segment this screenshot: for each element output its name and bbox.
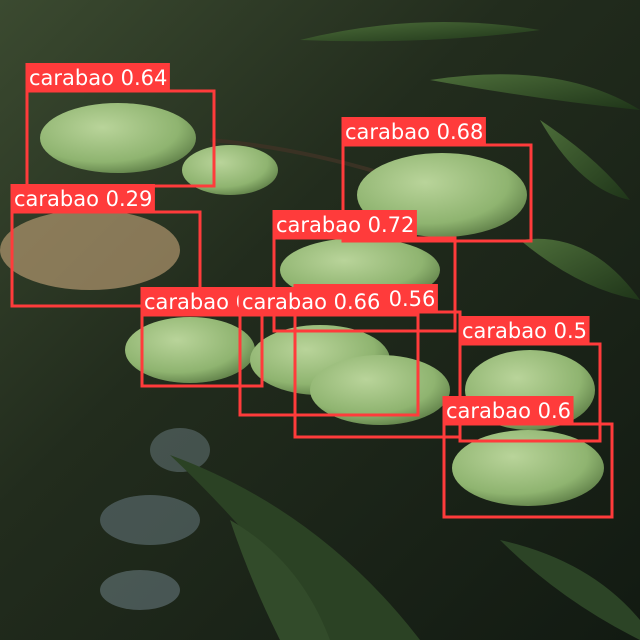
- detection-label: carabao 0.72: [276, 213, 414, 237]
- detection: carabao 0.72: [272, 210, 457, 333]
- detection-label: carabao 0.5: [462, 319, 587, 343]
- detection: carabao 0.6: [442, 396, 614, 519]
- label-background: [238, 287, 383, 315]
- detection-label: carabao 0.29: [14, 187, 152, 211]
- label-background: [442, 396, 574, 424]
- detection-label: carabao 0.6: [446, 399, 571, 423]
- detection: carabao 0.29: [10, 184, 202, 308]
- detection-label: carabao 0.68: [345, 120, 483, 144]
- detections: carabao 0.64 carabao 0.68 carabao 0.29 cara…: [10, 63, 614, 519]
- detection: carabao 0.64: [25, 63, 216, 188]
- detection: carabao 0.66: [238, 287, 420, 417]
- label-background: [272, 210, 417, 238]
- detection-label: carabao 0.66: [242, 290, 380, 314]
- label-background: [458, 316, 590, 344]
- detection: carabao 0.68: [341, 117, 533, 243]
- detection: carabao 0.5: [458, 316, 602, 443]
- label-background: [25, 63, 170, 91]
- label-background: [10, 184, 155, 212]
- label-background: [341, 117, 486, 145]
- detection-label: carabao 0.64: [29, 66, 167, 90]
